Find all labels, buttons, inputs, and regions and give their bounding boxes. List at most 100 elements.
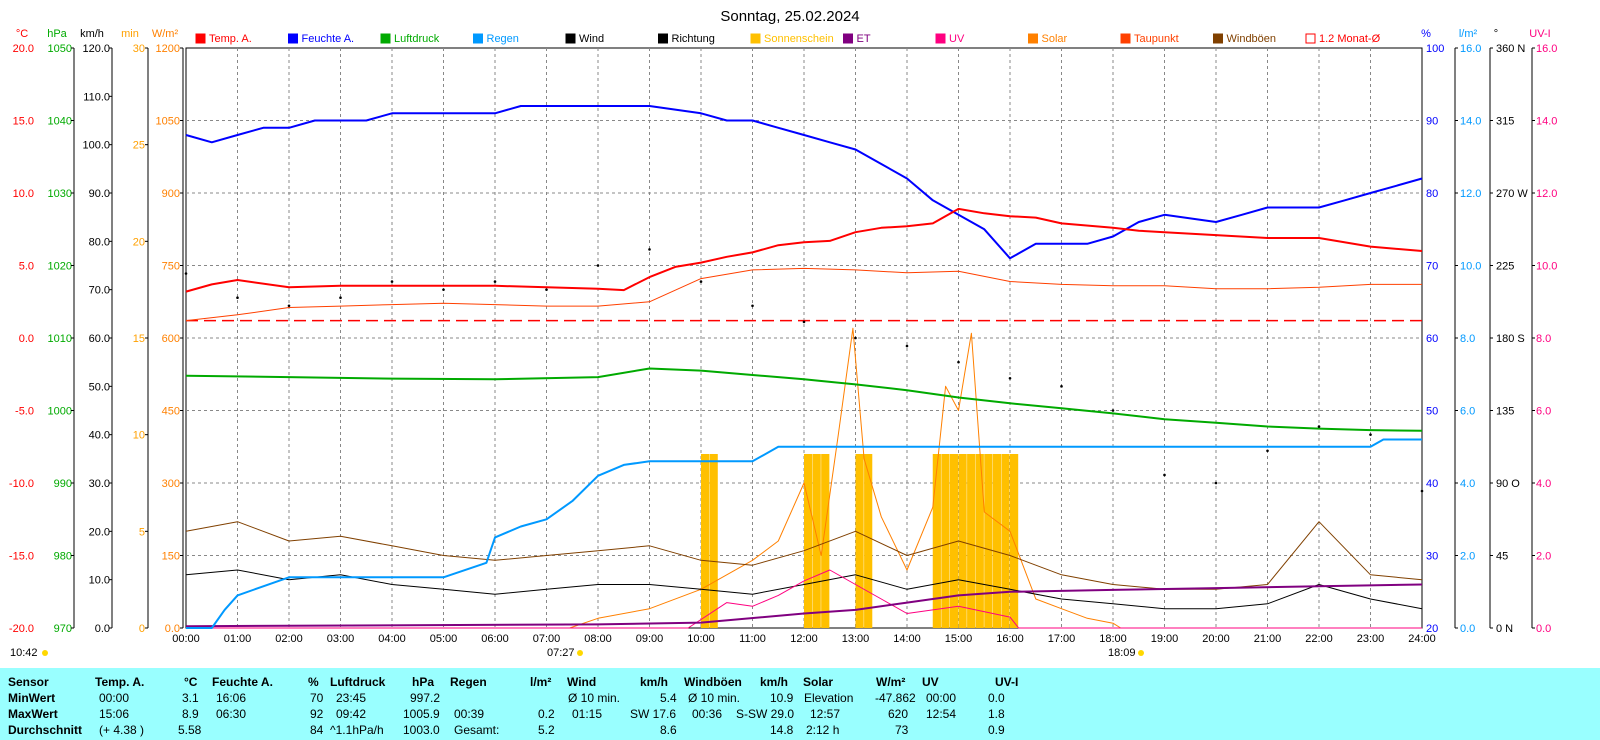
wm2-axis-unit-label: W/m²	[152, 28, 179, 40]
lm2-axis-tick-label: 4.0	[1460, 478, 1475, 490]
sunrise-icon	[577, 650, 583, 656]
x-tick-label: 18:00	[1099, 633, 1127, 645]
wind-direction-point	[905, 344, 909, 348]
hpa-axis-tick-label: 1000	[48, 406, 72, 418]
stats-cell: 00:00	[926, 691, 957, 705]
wind-direction-point	[442, 288, 445, 291]
kmh-axis-tick-label: 120.0	[82, 43, 110, 55]
stats-header-wind: Wind	[567, 675, 597, 689]
axes: °C 20.0 15.0 10.0 5.0 0.0 -5.0 -10.0 -15.0 -20.0 h…	[9, 28, 1558, 635]
hpa-axis-tick-label: 1040	[48, 116, 72, 128]
x-tick-label: 01:00	[224, 633, 252, 645]
stats-cell: 15:06	[99, 707, 130, 721]
legend-label: Taupunkt	[1134, 33, 1179, 45]
x-tick-label: 13:00	[842, 633, 870, 645]
lm2-axis-tick-label: 14.0	[1460, 116, 1481, 128]
stats-row-label: MaxWert	[8, 707, 58, 721]
sun-icon	[42, 650, 48, 656]
sunshine-bar	[941, 454, 950, 628]
min-axis-tick-label: 10	[133, 430, 145, 442]
x-tick-label: 24:00	[1408, 633, 1436, 645]
temp-axis-unit-label: °C	[16, 28, 28, 40]
sunshine-bar	[864, 454, 873, 628]
stats-header-hum-unit: %	[308, 675, 319, 689]
series-layer	[184, 105, 1424, 629]
stats-cell: (+ 4.38 )	[99, 723, 145, 737]
kmh-axis-tick-label: 90.0	[89, 188, 110, 200]
x-tick-label: 11:00	[739, 633, 766, 645]
x-tick-label: 02:00	[275, 633, 303, 645]
x-tick-label: 16:00	[996, 633, 1024, 645]
wm2-axis-tick-label: 1200	[156, 43, 180, 55]
stats-cell: 12:54	[926, 707, 957, 721]
stats-header-wind-unit: km/h	[640, 675, 669, 689]
x-tick-label: 09:00	[636, 633, 664, 645]
x-axis: 00:00 01:00 02:00 03:00 04:00 05:00 06:00 07:00…	[172, 633, 1436, 645]
uvi-axis-tick-label: 2.0	[1536, 551, 1551, 563]
deg-axis-tick-label: 180 S	[1496, 333, 1525, 345]
wind-direction-point	[802, 320, 806, 324]
wind-line	[185, 569, 1423, 610]
uvi-axis-tick-label: 4.0	[1536, 478, 1551, 490]
stats-cell: 92	[310, 707, 324, 721]
stats-cell: 00:36	[692, 707, 723, 721]
pct-axis-unit-label: %	[1421, 28, 1431, 40]
wm2-axis-tick-label: 1050	[156, 116, 180, 128]
stats-cell: 0.9	[988, 723, 1005, 737]
stats-cell: 16:06	[216, 691, 247, 705]
stats-cell: S-SW 29.0	[736, 707, 795, 721]
stats-cell: 00:00	[99, 691, 130, 705]
wind-direction-point	[493, 280, 497, 283]
legend-swatch	[935, 33, 946, 44]
uvi-axis-tick-label: 16.0	[1536, 43, 1557, 55]
min-axis-tick-label: 15	[133, 333, 145, 345]
hpa-axis-tick-label: 970	[54, 623, 72, 635]
kmh-axis-tick-label: 60.0	[89, 333, 110, 345]
kmh-axis-tick-label: 20.0	[89, 526, 110, 538]
uvi-axis-tick-label: 12.0	[1536, 188, 1557, 200]
sunshine-bar	[701, 454, 710, 628]
pct-axis-tick-label: 30	[1426, 551, 1438, 563]
uvi-axis-tick-label: 0.0	[1536, 623, 1551, 635]
sunshine-bar	[958, 454, 967, 628]
lm2-axis-tick-label: 0.0	[1460, 623, 1475, 635]
legend-label: Luftdruck	[394, 33, 440, 45]
x-tick-label: 08:00	[584, 633, 612, 645]
wind-direction-point	[1060, 385, 1063, 388]
sunshine-bar	[949, 454, 959, 628]
kmh-axis-tick-label: 40.0	[89, 430, 110, 442]
deg-axis-tick-label: 270 W	[1496, 188, 1528, 200]
sunset-label: 18:09	[1108, 647, 1136, 659]
stats-header-solar-unit: W/m²	[876, 675, 906, 689]
deg-axis-tick-label: 45	[1496, 551, 1508, 563]
lm2-axis-tick-label: 10.0	[1460, 261, 1481, 273]
temp-axis-tick-label: -20.0	[9, 623, 34, 635]
deg-axis-tick-label: 225	[1496, 261, 1514, 273]
legend-label: Regen	[487, 33, 519, 45]
kmh-axis-tick-label: 30.0	[89, 478, 110, 490]
wm2-axis-tick-label: 450	[162, 406, 180, 418]
hpa-axis-tick-label: 990	[54, 478, 72, 490]
et-line	[185, 583, 1423, 628]
sunshine-bar	[821, 454, 830, 628]
legend-swatch	[195, 33, 206, 44]
lm2-axis-tick-label: 8.0	[1460, 333, 1475, 345]
stats-cell: Ø 10 min.	[568, 691, 621, 705]
kmh-axis-tick-label: 100.0	[82, 140, 110, 152]
dewpoint-line	[185, 267, 1422, 322]
stats-cell: ^1.1hPa/h	[330, 723, 384, 737]
stats-header-sensor: Sensor	[8, 675, 49, 689]
x-tick-label: 19:00	[1151, 633, 1179, 645]
pct-axis-tick-label: 90	[1426, 116, 1438, 128]
x-tick-label: 15:00	[945, 633, 973, 645]
stats-cell: 5.4	[660, 691, 677, 705]
stats-cell: 1.8	[988, 707, 1005, 721]
sunshine-bar	[975, 454, 984, 628]
wind-direction-point	[957, 360, 960, 364]
legend-label: Sonnenschein	[764, 33, 834, 45]
legend-swatch	[473, 33, 483, 44]
stats-cell: 00:39	[454, 707, 485, 721]
stats-cell: 8.6	[660, 723, 677, 737]
legend-swatch	[750, 33, 761, 44]
stats-table: Sensor Temp. A. °C Feuchte A. % Luftdruc…	[0, 668, 1600, 740]
